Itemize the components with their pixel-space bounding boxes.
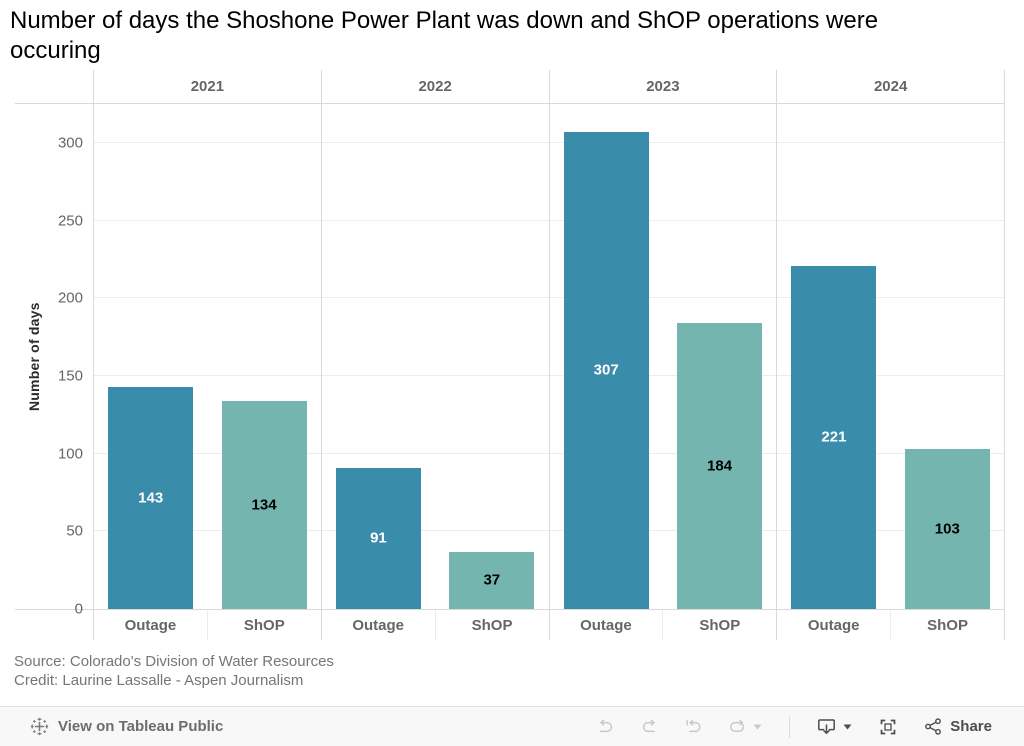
axis-label-2024-shop: ShOP <box>890 610 1004 640</box>
y-tick-label-50: 50 <box>66 522 83 540</box>
replay-icon <box>686 719 701 733</box>
bar-cell-2022-shop: 37 <box>435 104 548 609</box>
pane-header-row: 2021 2022 2023 2024 <box>15 70 1005 104</box>
bar-value-2021-shop: 134 <box>251 496 277 514</box>
axis-label-2023-outage: Outage <box>580 616 632 634</box>
pane-2023: 307 184 <box>548 104 777 609</box>
bar-cell-2024-outage: 221 <box>777 104 890 609</box>
chart-area: 2021 2022 2023 2024 Number of days 0 50 100 15… <box>15 70 1005 640</box>
bar-value-2023-shop: 184 <box>707 457 733 475</box>
bar-value-2021-outage: 143 <box>138 489 164 507</box>
bar-2021-shop[interactable]: 134 <box>221 400 307 609</box>
axis-label-2023-shop: ShOP <box>662 610 776 640</box>
bar-2021-outage[interactable]: 143 <box>108 386 194 609</box>
bar-2022-outage[interactable]: 91 <box>335 467 421 609</box>
bar-2023-shop[interactable]: 184 <box>677 323 763 609</box>
chart-title-line1: Number of days the Shoshone Power Plant … <box>10 7 879 34</box>
pane-headers: 2021 2022 2023 2024 <box>93 70 1005 103</box>
axis-pane-2021: Outage ShOP <box>93 610 321 640</box>
plot-row: Number of days 0 50 100 150 200 250 300 143 134… <box>15 104 1005 618</box>
axis-label-row: Outage ShOP Outage ShOP Outage ShOP Outage ShOP <box>15 610 1005 640</box>
tableau-toolbar: View on Tableau Public <box>0 706 1024 746</box>
y-axis-title: Number of days <box>26 302 42 411</box>
bar-value-2023-outage: 307 <box>593 361 619 379</box>
bar-value-2022-outage: 91 <box>370 529 387 547</box>
y-tick-label-300: 300 <box>57 134 83 152</box>
bar-cell-2023-shop: 184 <box>663 104 776 609</box>
axis-label-2024-outage: Outage <box>807 616 860 634</box>
bar-value-2024-shop: 103 <box>934 520 960 538</box>
share-label: Share <box>950 718 992 735</box>
caret-down-icon <box>753 724 762 729</box>
caption-source: Source: Colorado's Division of Water Res… <box>14 653 334 670</box>
pane-2024: 221 103 <box>776 104 1004 609</box>
plot-panes: 143 134 91 37 307 184 221 103 <box>93 104 1005 609</box>
replay-button[interactable] <box>685 719 702 734</box>
share-button[interactable]: Share <box>924 718 992 735</box>
y-tick-label-250: 250 <box>57 212 83 230</box>
undo-button[interactable] <box>597 719 614 734</box>
chart-title: Number of days the Shoshone Power Plant … <box>10 6 1014 66</box>
caret-down-icon <box>843 724 852 729</box>
pane-header-2024: 2024 <box>776 70 1004 103</box>
undo-icon <box>600 719 613 733</box>
refresh-button[interactable] <box>729 719 762 734</box>
axis-labels: Outage ShOP Outage ShOP Outage ShOP Outage ShOP <box>93 610 1005 640</box>
axis-label-2021-shop: ShOP <box>206 610 321 640</box>
bar-2024-shop[interactable]: 103 <box>904 448 990 609</box>
axis-label-2022-shop: ShOP <box>434 610 549 640</box>
bar-cell-2024-shop: 103 <box>891 104 1004 609</box>
download-button[interactable] <box>817 718 852 735</box>
fullscreen-button[interactable] <box>879 718 897 736</box>
axis-pane-2024: Outage ShOP <box>776 610 1004 640</box>
toolbar-divider <box>789 715 791 738</box>
download-device-icon <box>818 719 836 735</box>
pane-header-2022: 2022 <box>320 70 549 103</box>
y-tick-label-100: 100 <box>57 445 83 463</box>
y-tick-label-150: 150 <box>57 367 83 385</box>
pane-2022: 91 37 <box>320 104 549 609</box>
axis-pane-2022: Outage ShOP <box>320 610 549 640</box>
bar-cell-2023-outage: 307 <box>550 104 663 609</box>
caption: Source: Colorado's Division of Water Res… <box>14 652 334 690</box>
chart-title-line2: occuring <box>10 37 101 64</box>
tableau-logo-icon <box>30 717 49 736</box>
bar-2024-outage[interactable]: 221 <box>791 265 877 609</box>
view-on-tableau-public-link[interactable]: View on Tableau Public <box>30 717 223 736</box>
axis-pane-2023: Outage ShOP <box>548 610 777 640</box>
redo-button[interactable] <box>641 719 658 734</box>
bar-2023-outage[interactable]: 307 <box>563 131 649 609</box>
refresh-icon <box>730 719 745 732</box>
bar-2022-shop[interactable]: 37 <box>449 551 535 609</box>
toolbar-actions: Share <box>597 715 992 738</box>
bar-value-2024-outage: 221 <box>821 428 847 446</box>
redo-icon <box>643 719 656 733</box>
caption-credit: Credit: Laurine Lassalle - Aspen Journal… <box>14 672 304 689</box>
bar-cell-2022-outage: 91 <box>322 104 435 609</box>
y-tick-label-200: 200 <box>57 289 83 307</box>
fullscreen-icon <box>880 719 896 734</box>
y-axis-gutter: Number of days 0 50 100 150 200 250 300 <box>15 104 93 617</box>
y-tick-label-0: 0 <box>74 600 83 618</box>
pane-header-2023: 2023 <box>548 70 777 103</box>
axis-gutter <box>15 610 93 640</box>
axis-label-2022-outage: Outage <box>352 616 405 634</box>
view-on-tableau-public-label: View on Tableau Public <box>58 718 224 735</box>
header-gutter <box>15 70 93 103</box>
share-nodes-icon <box>925 718 942 735</box>
bar-cell-2021-outage: 143 <box>94 104 207 609</box>
pane-header-2021: 2021 <box>93 70 321 103</box>
bar-value-2022-shop: 37 <box>483 571 501 589</box>
bar-cell-2021-shop: 134 <box>207 104 320 609</box>
axis-label-2021-outage: Outage <box>124 616 177 634</box>
pane-2021: 143 134 <box>93 104 321 609</box>
